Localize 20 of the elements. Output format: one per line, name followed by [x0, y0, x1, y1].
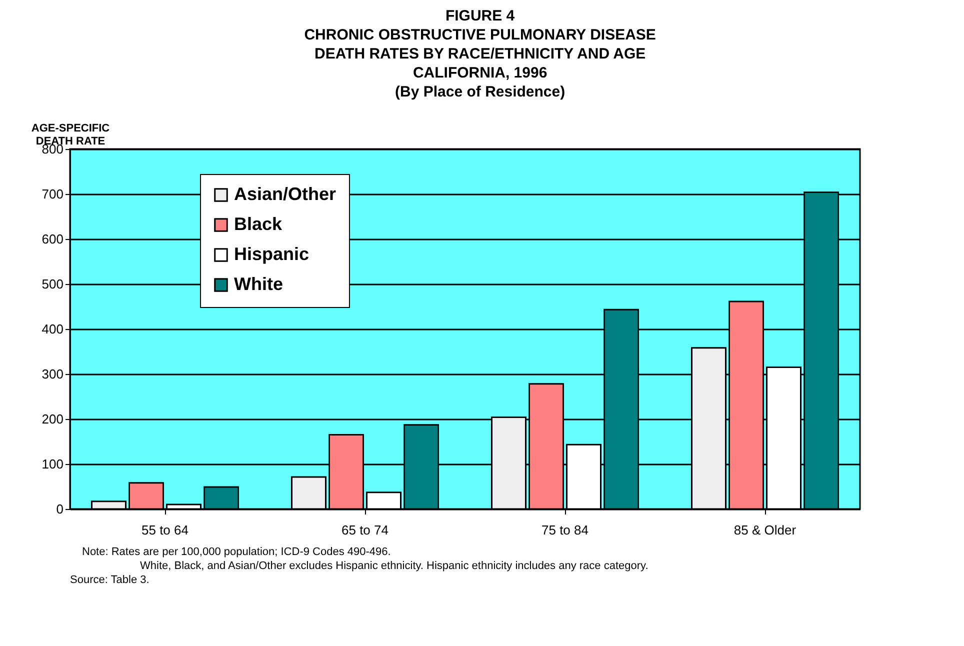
y-tick-label: 400 — [42, 322, 64, 336]
legend-label: Black — [234, 214, 284, 234]
legend-label: Hispanic — [234, 244, 310, 264]
legend-label: Asian/Other — [234, 184, 336, 204]
y-tick-label: 700 — [42, 186, 64, 202]
y-tick-label: 0 — [56, 502, 64, 516]
x-tick-label: 55 to 64 — [142, 522, 188, 538]
y-tick-label: 300 — [42, 366, 64, 382]
x-tick-label: 65 to 74 — [342, 522, 388, 538]
text: Note: Rates are per 100,000 population; ICD-9 Codes 490-496. — [82, 546, 391, 558]
source-note: Source: Table 3. — [70, 574, 150, 586]
y-tick-label: 500 — [42, 276, 64, 292]
chart-title: FIGURE 4 CHRONIC OBSTRUCTIVE PULMONARY DISEASE DEATH RATES BY RACE/ETHNICITY AND AGE CALIFORNIA, 1996 (By Place of Residence) — [304, 7, 656, 100]
legend-label: White — [234, 274, 283, 294]
y-tick-label: 100 — [42, 456, 64, 472]
text: White, Black, and Asian/Other excludes Hispanic ethnicity. Hispanic ethnicity includes any race category. — [140, 560, 648, 572]
y-tick-label: 600 — [42, 232, 64, 246]
x-tick-label: 85 & Older — [734, 522, 797, 538]
y-tick-label: 200 — [42, 412, 64, 426]
x-tick-label: 75 to 84 — [542, 522, 588, 538]
